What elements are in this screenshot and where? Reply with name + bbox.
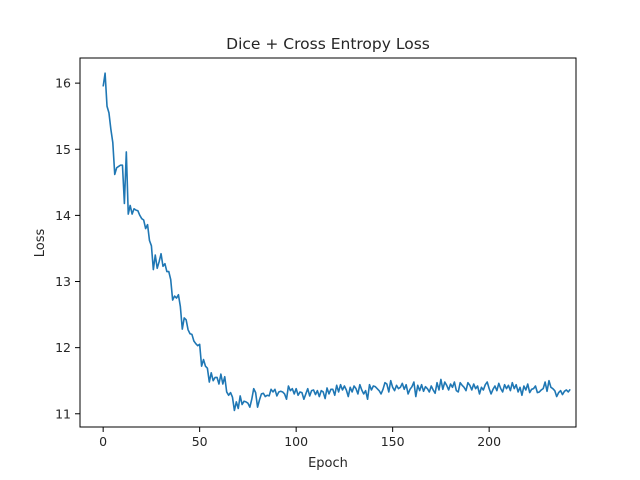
y-tick-label: 16 <box>55 76 71 91</box>
chart-title: Dice + Cross Entropy Loss <box>226 35 430 53</box>
y-tick-label: 15 <box>55 142 71 157</box>
y-tick-label: 13 <box>55 274 71 289</box>
x-axis-label: Epoch <box>308 456 348 471</box>
x-axis: 0 50 100 150 200 <box>99 427 501 449</box>
x-tick-label: 200 <box>477 434 501 449</box>
x-tick-label: 0 <box>99 434 107 449</box>
y-tick-label: 12 <box>55 340 71 355</box>
x-tick-label: 100 <box>284 434 308 449</box>
y-axis: 11 12 13 14 15 16 <box>55 76 80 421</box>
y-tick-label: 11 <box>55 406 71 421</box>
x-tick-label: 150 <box>381 434 405 449</box>
plot-frame <box>79 57 577 428</box>
x-tick-label: 50 <box>192 434 208 449</box>
y-tick-label: 14 <box>55 208 71 223</box>
series-line-loss <box>102 72 571 412</box>
y-axis-label: Loss <box>33 229 48 258</box>
